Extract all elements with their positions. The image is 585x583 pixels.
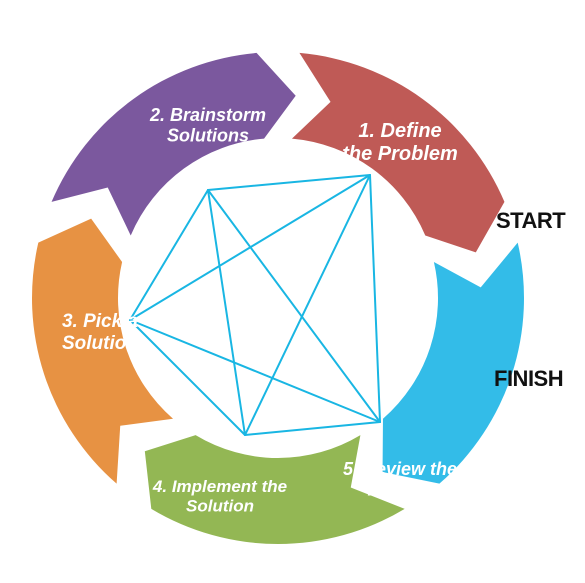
network-edge [208,175,370,190]
ring-segment-1 [383,243,524,484]
segment-label-3: 3. Pick aSolution [62,311,138,354]
segment-label-2: 2. BrainstormSolutions [149,105,266,146]
start-label: START [496,208,566,233]
finish-label: FINISH [494,366,563,391]
network-edge [370,175,380,422]
network-edge [245,175,370,435]
process-cycle-diagram: 1. Definethe Problem 2. BrainstormSolutio… [0,0,585,583]
network-edge [208,190,245,435]
segment-label-1: 1. Definethe Problem [342,120,458,165]
center-network [130,175,380,435]
network-edge [245,422,380,435]
